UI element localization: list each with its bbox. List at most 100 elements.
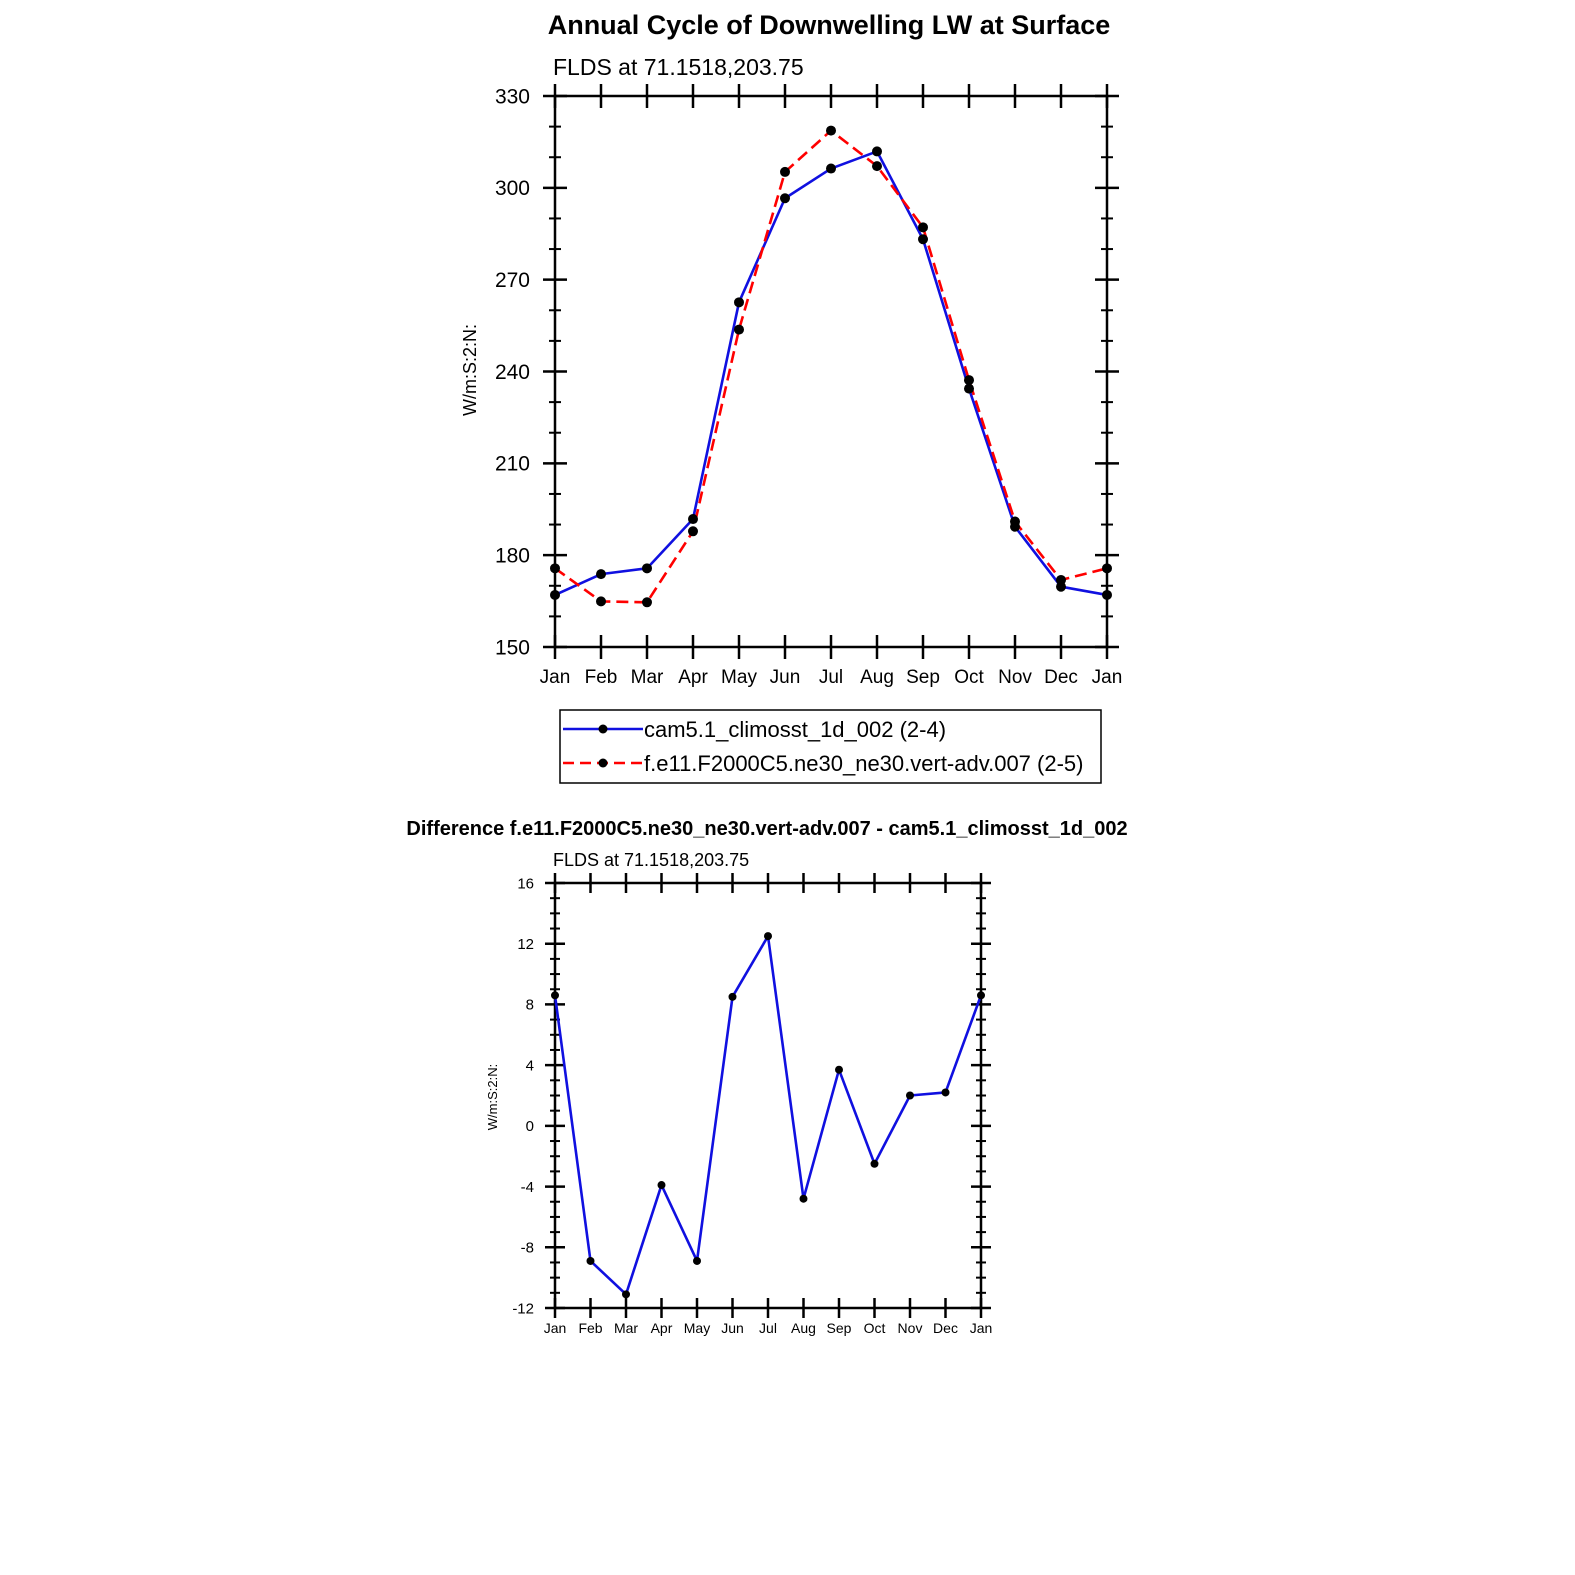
chart1-title: Annual Cycle of Downwelling LW at Surfac…	[548, 10, 1111, 40]
x-tick-label: Jan	[540, 667, 571, 688]
y-tick-label: -12	[512, 1300, 534, 1317]
series-1-point	[780, 193, 790, 204]
series-1-point	[693, 1256, 701, 1265]
series-1-point	[870, 1159, 879, 1168]
chart-annual-cycle: Annual Cycle of Downwelling LW at Surfac…	[460, 10, 1123, 784]
series-1-point	[550, 589, 560, 600]
x-tick-label: Apr	[651, 1320, 673, 1336]
series-2-point	[826, 125, 836, 136]
y-tick-label: 4	[526, 1057, 534, 1074]
series-1-point	[622, 1290, 630, 1299]
chart1-legend: cam5.1_climosst_1d_002 (2-4) f.e11.F2000…	[559, 709, 1102, 784]
series-2-point	[964, 375, 974, 386]
series-2-point	[918, 222, 928, 233]
series-1-point	[906, 1091, 914, 1100]
series-2-point	[688, 526, 698, 537]
x-tick-label: May	[721, 667, 757, 688]
chart1-x-tick-labels: Jan Feb Mar Apr May Jun Jul Aug Sep Oct Nov Dec Jan	[540, 667, 1123, 688]
y-tick-label: 12	[517, 936, 534, 953]
x-tick-label: Oct	[954, 667, 984, 688]
y-tick-label: -4	[521, 1179, 534, 1196]
series-2-point	[1010, 516, 1020, 527]
x-tick-label: Jan	[970, 1320, 993, 1336]
series-2-point	[1056, 574, 1066, 585]
series-line-2	[554, 129, 1108, 604]
chart1-ylabel: W/m:S:2:N:	[460, 324, 480, 416]
y-tick-label: 150	[495, 636, 530, 659]
x-tick-label: Nov	[998, 667, 1032, 688]
x-tick-label: Aug	[860, 667, 894, 688]
y-tick-label: 8	[526, 997, 534, 1014]
chart1-subtitle: FLDS at 71.1518,203.75	[553, 54, 804, 80]
chart1-series	[550, 125, 1112, 608]
series-2-point	[734, 324, 744, 335]
chart2-subtitle: FLDS at 71.1518,203.75	[553, 850, 749, 870]
y-tick-label: -8	[521, 1240, 534, 1257]
series-1-point	[642, 563, 652, 574]
y-tick-label: 180	[495, 545, 530, 568]
x-tick-label: Dec	[933, 1320, 958, 1336]
series-1-point	[1102, 589, 1112, 600]
x-tick-label: Jul	[759, 1320, 777, 1336]
legend-label-series-2: f.e11.F2000C5.ne30_ne30.vert-adv.007 (2-…	[644, 751, 1083, 776]
series-1-point	[586, 1256, 595, 1265]
x-tick-label: Sep	[906, 667, 940, 688]
legend-box	[559, 709, 1102, 784]
series-1-point	[657, 1181, 666, 1190]
x-tick-label: Jan	[1092, 667, 1123, 688]
x-tick-label: Jun	[770, 667, 801, 688]
series-2-point	[1102, 563, 1112, 574]
x-tick-label: Apr	[678, 667, 708, 688]
x-tick-label: Oct	[864, 1320, 886, 1336]
chart1-plot-frame	[553, 94, 1109, 649]
chart-difference: Difference f.e11.F2000C5.ne30_ne30.vert-…	[406, 818, 1127, 1336]
y-tick-label: 240	[495, 361, 530, 384]
series-1-point	[964, 383, 974, 394]
x-tick-label: Feb	[585, 667, 618, 688]
y-tick-label: 210	[495, 453, 530, 476]
x-tick-label: Aug	[791, 1320, 816, 1336]
x-tick-label: Sep	[827, 1320, 852, 1336]
series-1-point	[551, 991, 559, 1000]
chart2-ylabel: W/m:S:2:N:	[485, 1064, 500, 1130]
legend-marker-series-1	[598, 724, 608, 734]
series-2-point	[596, 596, 606, 607]
series-line-1	[554, 150, 1108, 597]
series-1-point	[688, 514, 698, 525]
series-1-point	[734, 297, 744, 308]
x-tick-label: Mar	[631, 667, 664, 688]
y-tick-label: 16	[517, 875, 534, 892]
chart2-y-tick-labels: -12 -8 -4 0 4 8 12 16	[512, 875, 534, 1317]
series-1-point	[728, 992, 737, 1001]
x-tick-label: Mar	[614, 1320, 638, 1336]
x-tick-label: Jun	[721, 1320, 744, 1336]
x-tick-label: Jan	[544, 1320, 567, 1336]
series-1-point	[941, 1088, 950, 1097]
chart1-y-tick-labels: 150 180 210 240 270 300 330	[495, 85, 530, 659]
chart2-x-tick-labels: Jan Feb Mar Apr May Jun Jul Aug Sep Oct Nov Dec Jan	[544, 1320, 993, 1336]
chart2-series	[551, 932, 985, 1299]
x-tick-label: Dec	[1044, 667, 1078, 688]
x-tick-label: May	[684, 1320, 710, 1336]
series-2-point	[642, 597, 652, 608]
series-1-point	[977, 991, 985, 1000]
series-1-point	[835, 1065, 843, 1074]
x-tick-label: Feb	[578, 1320, 602, 1336]
y-tick-label: 270	[495, 269, 530, 292]
series-1-point	[872, 146, 882, 157]
legend-marker-series-2	[598, 758, 608, 768]
series-1-point	[764, 932, 772, 941]
series-1-point	[918, 234, 928, 245]
series-1-point	[799, 1194, 808, 1203]
series-line-1	[553, 934, 983, 1296]
series-2-point	[550, 563, 560, 574]
chart1-ticks	[543, 84, 1119, 659]
legend-label-series-1: cam5.1_climosst_1d_002 (2-4)	[644, 717, 946, 742]
chart2-title: Difference f.e11.F2000C5.ne30_ne30.vert-…	[406, 818, 1127, 840]
series-2-point	[872, 161, 882, 172]
series-1-point	[596, 569, 606, 580]
x-tick-label: Nov	[898, 1320, 923, 1336]
x-tick-label: Jul	[819, 667, 843, 688]
series-2-point	[780, 166, 790, 177]
